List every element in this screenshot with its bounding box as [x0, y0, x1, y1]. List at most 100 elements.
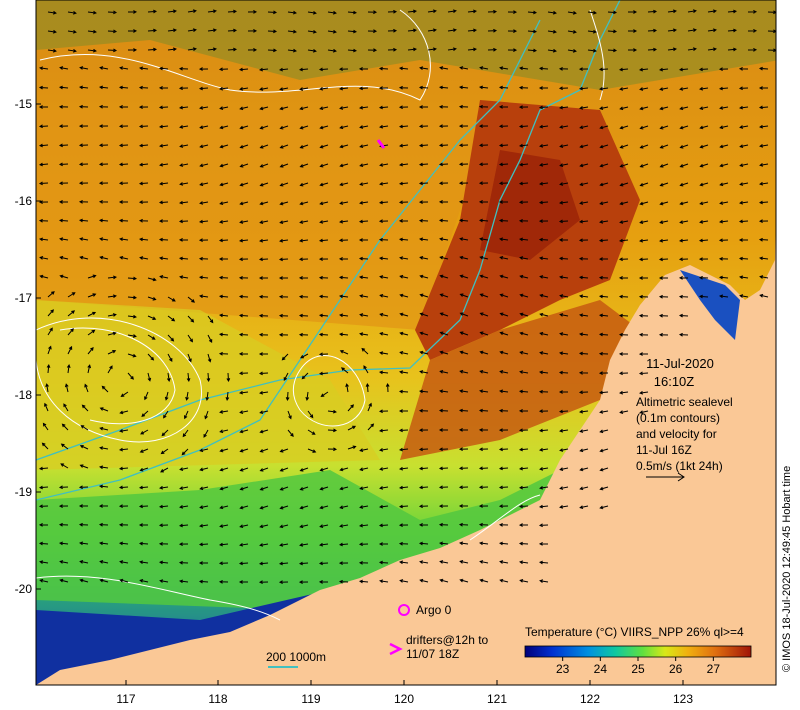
- velocity-arrow-icon: [479, 541, 489, 546]
- velocity-arrow-icon: [558, 219, 569, 224]
- velocity-arrow-icon: [99, 560, 109, 564]
- velocity-arrow-icon: [718, 67, 729, 72]
- velocity-arrow-icon: [218, 351, 229, 356]
- velocity-arrow-icon: [279, 238, 289, 243]
- velocity-arrow-icon: [538, 105, 549, 110]
- velocity-arrow-icon: [38, 162, 49, 167]
- velocity-arrow-icon: [719, 219, 729, 224]
- velocity-arrow-icon: [299, 486, 309, 491]
- velocity-arrow-icon: [538, 389, 549, 394]
- velocity-arrow-icon: [218, 257, 229, 261]
- velocity-arrow-icon: [79, 85, 89, 90]
- velocity-arrow-icon: [498, 124, 509, 129]
- velocity-arrow-icon: [438, 143, 449, 148]
- velocity-arrow-icon: [139, 162, 149, 167]
- velocity-arrow-icon: [138, 181, 149, 186]
- velocity-arrow-icon: [379, 293, 389, 298]
- velocity-arrow-icon: [558, 370, 569, 375]
- velocity-arrow-icon: [539, 467, 549, 471]
- velocity-arrow-icon: [339, 505, 349, 510]
- velocity-arrow-icon: [559, 351, 569, 356]
- velocity-arrow-icon: [519, 331, 529, 336]
- velocity-arrow-icon: [299, 543, 309, 547]
- velocity-arrow-icon: [41, 442, 49, 450]
- velocity-arrow-icon: [99, 407, 109, 412]
- velocity-arrow-icon: [387, 9, 398, 14]
- velocity-arrow-icon: [359, 144, 369, 149]
- velocity-arrow-icon: [319, 220, 329, 224]
- velocity-arrow-icon: [587, 48, 597, 53]
- cloud-masked-strip: [36, 0, 776, 90]
- velocity-arrow-icon: [479, 312, 489, 317]
- velocity-arrow-icon: [547, 48, 557, 53]
- velocity-arrow-icon: [639, 144, 649, 149]
- velocity-arrow-icon: [399, 143, 409, 148]
- velocity-arrow-icon: [84, 383, 89, 393]
- velocity-arrow-icon: [119, 429, 129, 433]
- velocity-arrow-icon: [559, 144, 569, 148]
- velocity-arrow-icon: [399, 162, 409, 167]
- velocity-arrow-icon: [379, 163, 389, 167]
- velocity-arrow-icon: [127, 353, 137, 358]
- velocity-arrow-icon: [318, 332, 329, 337]
- velocity-arrow-icon: [319, 125, 329, 130]
- velocity-arrow-icon: [298, 580, 309, 584]
- velocity-arrow-icon: [258, 276, 269, 280]
- velocity-arrow-icon: [398, 219, 409, 223]
- velocity-arrow-icon: [359, 163, 369, 168]
- velocity-arrow-icon: [199, 467, 209, 472]
- velocity-arrow-icon: [279, 448, 289, 453]
- plot-area: [36, 0, 776, 685]
- velocity-arrow-icon: [619, 106, 629, 111]
- velocity-arrow-icon: [659, 201, 669, 206]
- velocity-arrow-icon: [319, 524, 329, 528]
- velocity-arrow-icon: [587, 10, 597, 15]
- velocity-arrow-icon: [59, 66, 69, 70]
- velocity-arrow-icon: [259, 182, 269, 187]
- velocity-arrow-icon: [367, 423, 375, 431]
- velocity-arrow-icon: [699, 220, 709, 224]
- velocity-arrow-icon: [558, 238, 569, 242]
- velocity-arrow-icon: [299, 201, 309, 206]
- velocity-arrow-icon: [399, 466, 409, 471]
- velocity-arrow-icon: [161, 429, 169, 437]
- velocity-arrow-icon: [98, 124, 109, 128]
- velocity-arrow-icon: [539, 331, 549, 336]
- velocity-arrow-icon: [738, 66, 749, 71]
- velocity-arrow-icon: [138, 485, 149, 490]
- velocity-arrow-icon: [438, 181, 449, 186]
- velocity-arrow-icon: [639, 67, 649, 72]
- note-line: and velocity for: [636, 427, 717, 441]
- velocity-arrow-icon: [44, 402, 49, 412]
- velocity-arrow-icon: [418, 447, 429, 452]
- velocity-arrow-icon: [119, 255, 129, 260]
- velocity-arrow-icon: [687, 47, 697, 52]
- velocity-arrow-icon: [298, 276, 309, 280]
- velocity-arrow-icon: [579, 409, 589, 414]
- velocity-arrow-icon: [479, 85, 489, 90]
- velocity-arrow-icon: [378, 105, 389, 110]
- velocity-arrow-icon: [458, 104, 469, 109]
- velocity-arrow-icon: [719, 182, 729, 187]
- velocity-arrow-icon: [418, 105, 429, 109]
- velocity-arrow-icon: [179, 144, 189, 148]
- note-line: Altimetric sealevel: [636, 395, 733, 409]
- velocity-arrow-icon: [579, 486, 589, 491]
- velocity-arrow-icon: [198, 579, 209, 584]
- velocity-arrow-icon: [239, 163, 249, 168]
- velocity-arrow-icon: [599, 448, 609, 453]
- velocity-arrow-icon: [647, 9, 658, 14]
- velocity-arrow-icon: [418, 162, 429, 167]
- velocity-arrow-icon: [258, 561, 269, 566]
- velocity-arrow-icon: [658, 313, 669, 318]
- credit-label: © IMOS 18-Jul-2020 12:49:45 Hobart time: [781, 466, 793, 672]
- velocity-arrow-icon: [187, 9, 197, 14]
- velocity-arrow-icon: [459, 560, 469, 564]
- velocity-arrow-icon: [727, 28, 738, 33]
- velocity-arrow-icon: [147, 277, 157, 282]
- velocity-arrow-icon: [479, 331, 489, 336]
- velocity-arrow-icon: [138, 523, 149, 527]
- velocity-arrow-icon: [247, 48, 258, 52]
- velocity-arrow-icon: [659, 144, 669, 149]
- velocity-arrow-icon: [558, 390, 569, 394]
